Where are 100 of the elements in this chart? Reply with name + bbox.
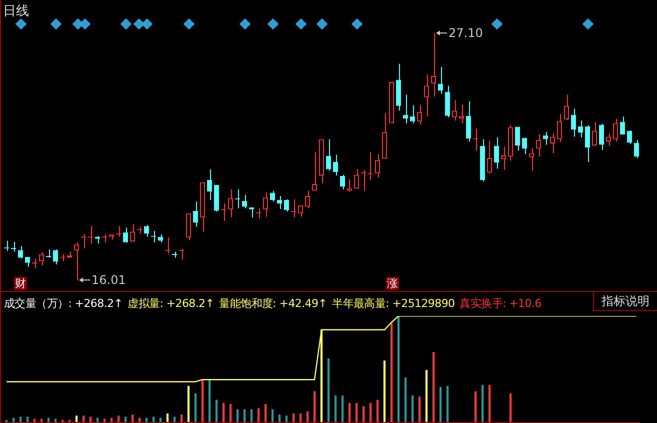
candlestick bbox=[214, 184, 220, 212]
candlestick bbox=[304, 190, 310, 209]
candlestick bbox=[438, 66, 444, 94]
annotation: 涨 bbox=[386, 277, 399, 290]
candlestick bbox=[242, 194, 248, 209]
bar bbox=[376, 400, 379, 422]
candlestick bbox=[634, 139, 640, 158]
candlestick bbox=[556, 113, 562, 142]
bar bbox=[481, 384, 484, 422]
candlestick bbox=[332, 154, 338, 176]
bar bbox=[348, 402, 351, 422]
candlestick bbox=[486, 140, 492, 174]
candlestick bbox=[276, 196, 282, 210]
candlestick bbox=[500, 146, 506, 170]
candlestick bbox=[38, 252, 44, 266]
bar bbox=[124, 416, 127, 422]
candlestick bbox=[626, 130, 632, 145]
text: 成交量（万）: +268.2↑ bbox=[4, 296, 123, 311]
bar bbox=[278, 414, 281, 422]
bar bbox=[327, 358, 330, 422]
candlestick bbox=[612, 118, 618, 142]
candlestick bbox=[346, 178, 352, 192]
annotation: 27.10 bbox=[448, 26, 483, 40]
bar bbox=[285, 416, 288, 422]
candlestick bbox=[122, 227, 128, 243]
candlestick bbox=[444, 85, 450, 118]
bar bbox=[474, 391, 477, 422]
candlestick bbox=[584, 124, 590, 162]
bar bbox=[131, 414, 134, 422]
candlestick bbox=[74, 242, 80, 280]
candlestick bbox=[374, 153, 380, 178]
text: 量能饱和度: +42.49↑ bbox=[219, 296, 328, 311]
annotation: 16.01 bbox=[92, 273, 126, 287]
bar bbox=[271, 409, 274, 422]
candlestick bbox=[52, 248, 58, 265]
bar bbox=[194, 393, 197, 422]
bar bbox=[243, 409, 246, 422]
candlestick bbox=[262, 192, 268, 218]
bar bbox=[404, 377, 407, 422]
bar bbox=[362, 406, 365, 422]
bar bbox=[82, 416, 85, 422]
bar bbox=[439, 387, 442, 422]
bar bbox=[313, 391, 316, 422]
bar bbox=[180, 414, 183, 422]
candlestick bbox=[424, 74, 430, 118]
candlestick bbox=[452, 99, 458, 122]
candlestick bbox=[416, 104, 422, 126]
candlestick bbox=[466, 100, 472, 142]
candlestick bbox=[550, 133, 556, 154]
candlestick bbox=[494, 136, 500, 170]
bar bbox=[201, 380, 204, 422]
bar bbox=[390, 322, 393, 422]
candlestick bbox=[340, 174, 346, 190]
candlestick bbox=[430, 32, 436, 97]
bar bbox=[229, 404, 232, 422]
candlestick bbox=[536, 133, 542, 158]
chart-title: 日线 bbox=[3, 3, 29, 20]
text: 半年最高量: +25129890 bbox=[332, 296, 455, 311]
bar bbox=[411, 396, 414, 422]
candlestick bbox=[570, 108, 576, 138]
bar bbox=[173, 416, 176, 422]
bar bbox=[187, 386, 190, 422]
bar bbox=[117, 416, 120, 422]
bar bbox=[152, 416, 155, 422]
candlestick bbox=[620, 116, 626, 136]
candlestick bbox=[528, 148, 534, 172]
candlestick bbox=[10, 241, 16, 252]
bar bbox=[369, 402, 372, 422]
candlestick bbox=[578, 120, 584, 138]
bar bbox=[19, 416, 22, 422]
candlestick bbox=[186, 212, 192, 241]
bar bbox=[299, 414, 302, 422]
bar bbox=[397, 316, 400, 422]
candlestick bbox=[354, 168, 360, 190]
bar bbox=[425, 370, 428, 422]
candlestick bbox=[326, 138, 332, 172]
bar bbox=[89, 416, 92, 422]
text: 虚拟量: +268.2↑ bbox=[128, 296, 214, 311]
bar bbox=[250, 409, 253, 422]
candlestick bbox=[206, 168, 212, 201]
bar bbox=[257, 408, 260, 422]
bar bbox=[26, 416, 29, 422]
bar bbox=[306, 411, 309, 422]
candlestick bbox=[564, 94, 570, 121]
candlestick bbox=[192, 201, 198, 228]
bar bbox=[264, 404, 267, 422]
candlestick bbox=[228, 188, 234, 218]
bar bbox=[509, 393, 512, 422]
annotation: 财 bbox=[14, 277, 27, 290]
text: 指标说明 bbox=[593, 292, 657, 311]
candlestick bbox=[598, 123, 604, 150]
bar bbox=[446, 386, 449, 422]
bar bbox=[488, 384, 491, 422]
bar bbox=[215, 400, 218, 422]
candlestick bbox=[32, 258, 38, 269]
candlestick bbox=[402, 94, 408, 124]
candlestick bbox=[606, 133, 612, 146]
bar bbox=[222, 402, 225, 422]
bar bbox=[355, 402, 358, 422]
candlestick bbox=[284, 198, 290, 212]
